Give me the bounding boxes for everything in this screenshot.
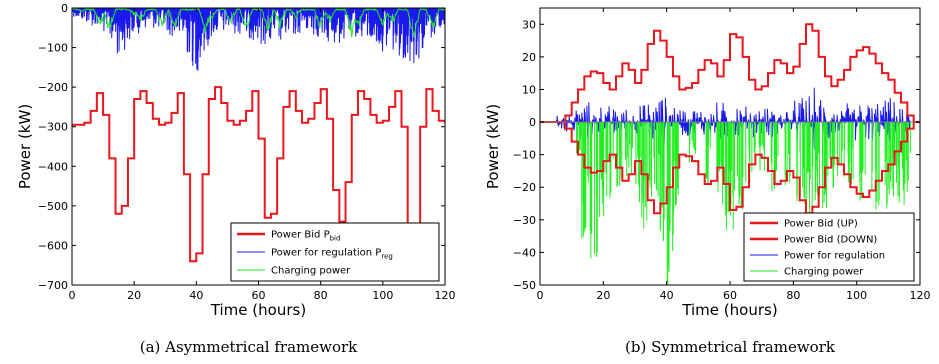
y-tick-label: −500	[38, 200, 68, 213]
y-axis-label-b: Power (kW)	[484, 104, 502, 189]
y-tick-label: −40	[513, 246, 536, 259]
x-tick-label: 20	[127, 289, 141, 302]
x-tick-label: 100	[846, 289, 867, 302]
y-tick-label: −600	[38, 239, 68, 252]
x-tick-label: 40	[189, 289, 203, 302]
y-tick-label: 0	[529, 116, 536, 129]
x-tick-label: 40	[660, 289, 674, 302]
x-axis-label-a: Time (hours)	[210, 301, 306, 319]
x-tick-label: 120	[435, 289, 456, 302]
caption-a: (a) Asymmetrical framework	[140, 338, 358, 356]
legend-box	[743, 212, 915, 282]
y-tick-label: −50	[513, 279, 536, 292]
series-power-bid-pbid-line	[72, 86, 445, 263]
legend-b: Power Bid (UP) Power Bid (DOWN) Power for …	[743, 212, 915, 282]
y-tick-label: −10	[513, 149, 536, 162]
y-tick-label: 20	[522, 51, 536, 64]
y-axis-label-a: Power (kW)	[16, 104, 34, 189]
chart-asymmetrical: 0 20 40 60 80 100 120 0 −100 −200 −300 −400 −500 −600…	[16, 2, 456, 356]
legend-entry-label: Charging power	[271, 266, 351, 277]
legend-box	[230, 222, 440, 282]
legend-entry-label: Power for regulation Preg	[271, 248, 393, 261]
y-tick-label: −20	[513, 181, 536, 194]
y-tick-label: 10	[522, 83, 536, 96]
caption-b: (b) Symmetrical framework	[625, 338, 836, 356]
x-tick-label: 20	[596, 289, 610, 302]
x-tick-label: 80	[786, 289, 800, 302]
y-tick-label: 0	[61, 2, 68, 15]
x-tick-label: 0	[537, 289, 544, 302]
y-tick-label: −200	[38, 81, 68, 94]
y-tick-label: 30	[522, 18, 536, 31]
x-tick-label: 80	[314, 289, 328, 302]
legend-a: Power Bid Pbid Power for regulation Preg C…	[230, 222, 440, 282]
y-tick-label: −700	[38, 279, 68, 292]
x-tick-label: 100	[372, 289, 393, 302]
legend-entry-label: Charging power	[784, 267, 864, 278]
ticks-a: 0 20 40 60 80 100 120 0 −100 −200 −300 −400 −500 −600…	[38, 2, 456, 302]
series-power-bid-down--line	[540, 121, 920, 215]
legend-entry-label: Power Bid (UP)	[784, 219, 858, 230]
legend-entry-label: Power Bid Pbid	[271, 230, 340, 243]
x-tick-label: 0	[69, 289, 76, 302]
series-power-for-regulation-preg-trace	[72, 8, 445, 71]
legend-entry-label: Power Bid (DOWN)	[784, 235, 877, 246]
series-layer-b	[540, 23, 920, 285]
y-tick-label: −300	[38, 121, 68, 134]
series-power-bid-up--line	[540, 23, 920, 124]
y-tick-label: −30	[513, 214, 536, 227]
legend-entry-label: Power for regulation	[784, 251, 885, 262]
x-tick-label: 60	[723, 289, 737, 302]
y-tick-label: −400	[38, 160, 68, 173]
y-tick-label: −100	[38, 42, 68, 55]
x-axis-label-b: Time (hours)	[681, 301, 777, 319]
x-tick-label: 120	[910, 289, 931, 302]
x-tick-label: 60	[252, 289, 266, 302]
